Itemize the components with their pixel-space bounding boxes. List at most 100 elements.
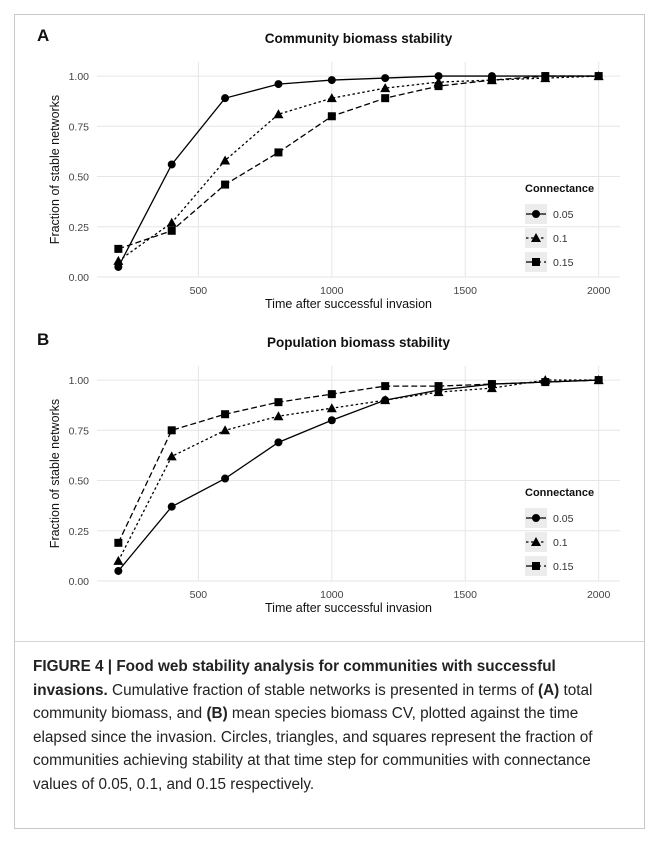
x-tick-label: 1000	[320, 285, 344, 297]
legend-key-marker	[531, 537, 541, 546]
data-point	[327, 112, 336, 121]
legend-entry-label: 0.1	[553, 537, 568, 549]
y-tick-label: 0.00	[69, 576, 90, 588]
legend-key-marker	[531, 233, 541, 242]
figure-caption: FIGURE 4 | Food web stability analysis f…	[33, 655, 633, 796]
data-point	[541, 378, 550, 387]
x-tick-label: 1000	[320, 589, 344, 601]
y-tick-label: 0.50	[69, 172, 90, 184]
data-point	[166, 451, 177, 461]
y-axis-label: Fraction of stable networks	[48, 95, 62, 244]
legend-title: Connectance	[525, 183, 594, 195]
data-point	[487, 380, 496, 389]
data-point	[113, 255, 124, 265]
legend-entry-label: 0.15	[553, 257, 574, 269]
data-point	[167, 226, 176, 235]
data-point	[113, 555, 124, 565]
data-point	[326, 93, 337, 103]
data-point	[166, 217, 177, 227]
data-point	[594, 72, 603, 81]
data-point	[594, 376, 603, 385]
y-tick-label: 0.25	[69, 222, 90, 234]
legend-key-marker	[532, 210, 540, 218]
data-point	[273, 109, 284, 119]
y-tick-label: 1.00	[69, 71, 90, 83]
caption-tag-a: (A)	[538, 681, 560, 699]
caption-text-3: mean species biomass CV, plotted against…	[33, 705, 593, 793]
caption-tag-b: (B)	[206, 705, 228, 722]
data-point	[220, 425, 231, 435]
data-point	[167, 502, 176, 511]
data-point	[487, 76, 496, 85]
data-point	[381, 74, 390, 83]
x-tick-label: 500	[190, 589, 208, 601]
chart-title: Community biomass stability	[265, 31, 453, 46]
legend-key-marker	[532, 562, 540, 570]
data-point	[326, 403, 337, 413]
data-point	[114, 538, 123, 547]
legend-entry-label: 0.05	[553, 209, 574, 221]
data-point	[434, 72, 443, 81]
y-axis-label: Fraction of stable networks	[48, 399, 62, 548]
data-point	[327, 390, 336, 399]
data-point	[541, 72, 550, 81]
chart-title: Population biomass stability	[267, 335, 451, 350]
data-point	[274, 80, 283, 89]
grid-lines	[97, 366, 620, 582]
data-point	[221, 474, 230, 483]
data-point	[381, 382, 390, 391]
legend-entry-label: 0.1	[553, 233, 568, 245]
data-point	[167, 160, 176, 169]
series-line	[117, 379, 599, 562]
figure-panel: A Community biomass stability 0.00 0.25 0.50…	[14, 14, 645, 829]
x-tick-label: 2000	[587, 589, 611, 601]
data-point	[221, 410, 230, 419]
y-tick-label: 1.00	[69, 375, 90, 387]
data-point	[434, 382, 443, 391]
caption-text-2: total community biomass, and	[33, 681, 593, 723]
series-line	[117, 75, 599, 268]
data-point	[167, 426, 176, 435]
y-tick-label: 0.00	[69, 272, 90, 284]
data-point	[273, 411, 284, 421]
data-point	[274, 398, 283, 407]
y-tick-label: 0.75	[69, 425, 90, 437]
data-point	[381, 94, 390, 103]
data-point	[274, 148, 283, 157]
series-line	[117, 379, 599, 544]
series-line	[117, 379, 599, 572]
x-axis-label: Time after successful invasion	[265, 297, 432, 311]
legend-entry-label: 0.05	[553, 513, 574, 525]
series-square	[114, 376, 603, 547]
data-point	[114, 262, 123, 271]
data-point	[380, 395, 391, 405]
panel-label: B	[37, 330, 49, 349]
panel-label: A	[37, 26, 49, 45]
y-tick-label: 0.50	[69, 476, 90, 488]
data-point	[380, 83, 391, 93]
data-point	[221, 94, 230, 103]
caption-label: FIGURE 4 | Food web stability analysis f…	[33, 658, 556, 699]
x-tick-label: 500	[190, 285, 208, 297]
data-point	[114, 566, 123, 575]
x-tick-label: 1500	[454, 285, 478, 297]
series-square	[114, 72, 603, 253]
x-axis-label: Time after successful invasion	[265, 601, 432, 615]
y-tick-label: 0.75	[69, 121, 90, 133]
charts-svg: A Community biomass stability 0.00 0.25 0.50…	[37, 26, 620, 615]
legend-entry-label: 0.15	[553, 561, 574, 573]
caption-text-1: Cumulative fraction of stable networks i…	[107, 681, 539, 699]
grid-lines	[97, 62, 620, 278]
x-tick-label: 1500	[454, 589, 478, 601]
data-point	[114, 244, 123, 253]
data-point	[220, 155, 231, 165]
data-point	[274, 438, 283, 447]
legend-title: Connectance	[525, 487, 594, 499]
data-point	[327, 416, 336, 425]
data-point	[221, 180, 230, 189]
series-line	[118, 75, 599, 250]
x-tick-label: 2000	[587, 285, 611, 297]
data-point	[434, 82, 443, 91]
y-tick-label: 0.25	[69, 526, 90, 538]
series-line	[117, 75, 599, 262]
